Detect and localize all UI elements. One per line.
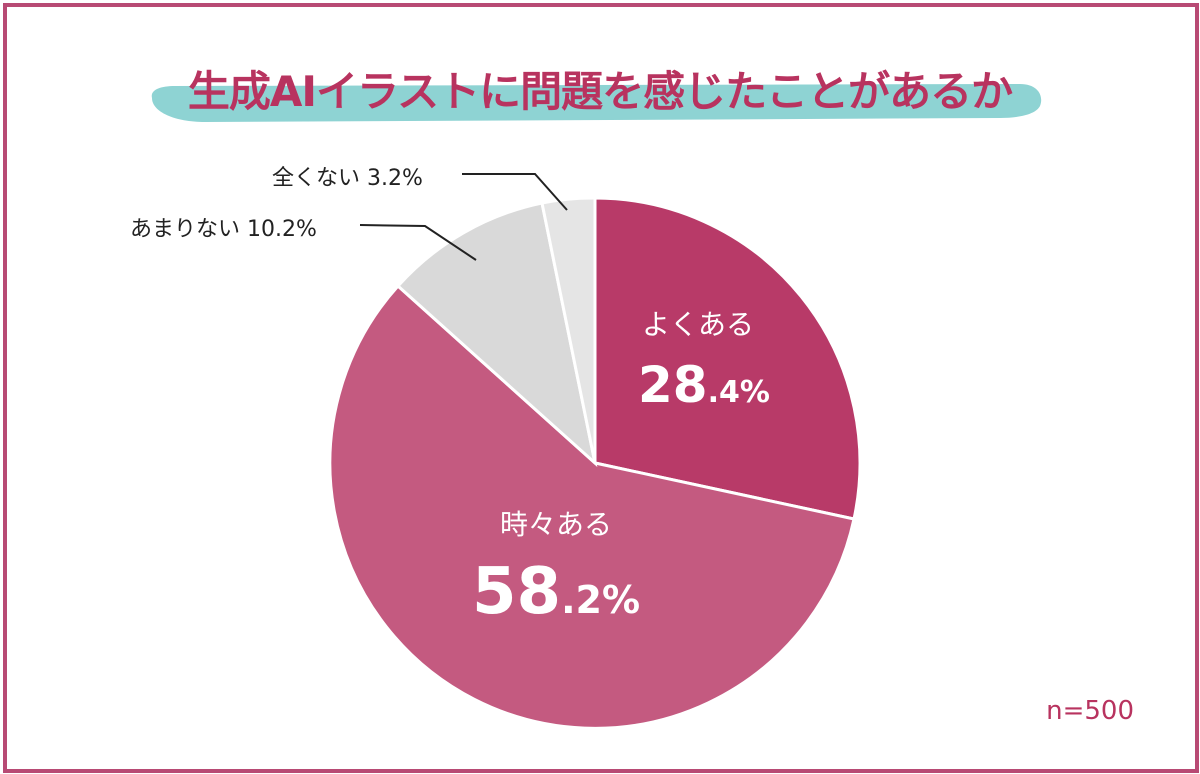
chart-title: 生成AIイラストに問題を感じたことがあるか bbox=[187, 67, 1013, 116]
label-sometimes-value-dec: .2% bbox=[561, 578, 641, 622]
label-often-name: よくある bbox=[642, 308, 755, 341]
label-often-value: 28.4% bbox=[638, 356, 770, 414]
label-often-value-int: 28 bbox=[638, 356, 708, 414]
slice-never bbox=[540, 196, 597, 464]
label-never: 全くない 3.2% bbox=[272, 166, 423, 191]
chart-title-block: 生成AIイラストに問題を感じたことがあるか bbox=[0, 0, 1200, 140]
sample-size-label: n=500 bbox=[1046, 696, 1134, 726]
label-sometimes-value: 58.2% bbox=[472, 555, 640, 629]
leader-line-never bbox=[462, 173, 568, 211]
label-rarely: あまりない 10.2% bbox=[130, 217, 317, 242]
slice-sometimes bbox=[328, 283, 856, 730]
label-sometimes-name: 時々ある bbox=[500, 508, 613, 541]
label-sometimes-value-int: 58 bbox=[472, 555, 562, 629]
title-highlight-brush bbox=[151, 84, 1042, 122]
slice-often bbox=[593, 196, 862, 521]
label-often-value-dec: .4% bbox=[707, 375, 770, 410]
slice-rarely bbox=[395, 201, 598, 468]
leader-line-rarely bbox=[359, 224, 477, 261]
